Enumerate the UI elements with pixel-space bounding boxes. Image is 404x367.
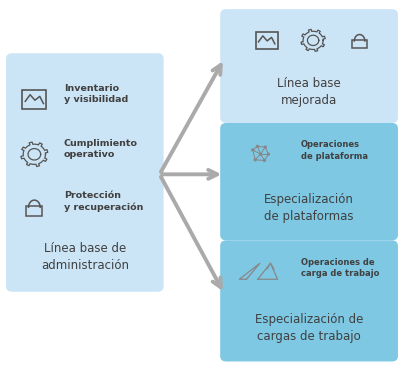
FancyBboxPatch shape [220,9,398,123]
Text: Inventario
y visibilidad: Inventario y visibilidad [64,84,128,104]
Bar [256,32,278,49]
Text: Protección
y recuperación: Protección y recuperación [64,190,143,212]
FancyBboxPatch shape [220,123,398,240]
Circle shape [259,153,262,155]
Text: Línea base de
administración: Línea base de administración [41,241,129,272]
Bar [352,40,367,48]
Text: Especialización
de plataformas: Especialización de plataformas [264,193,354,223]
FancyBboxPatch shape [6,53,164,292]
FancyBboxPatch shape [220,240,398,361]
Circle shape [257,145,259,147]
Bar [26,206,42,216]
Text: Especialización de
cargas de trabajo: Especialización de cargas de trabajo [255,313,363,344]
Circle shape [263,160,265,161]
Circle shape [264,146,266,148]
Text: Línea base
mejorada: Línea base mejorada [277,77,341,107]
Text: Operaciones de
carga de trabajo: Operaciones de carga de trabajo [301,258,379,278]
Text: Operaciones
de plataforma: Operaciones de plataforma [301,141,368,160]
Text: Cumplimiento
operativo: Cumplimiento operativo [64,139,138,159]
Circle shape [252,149,254,151]
Bar [22,90,46,109]
Circle shape [254,159,256,161]
Circle shape [267,153,269,155]
